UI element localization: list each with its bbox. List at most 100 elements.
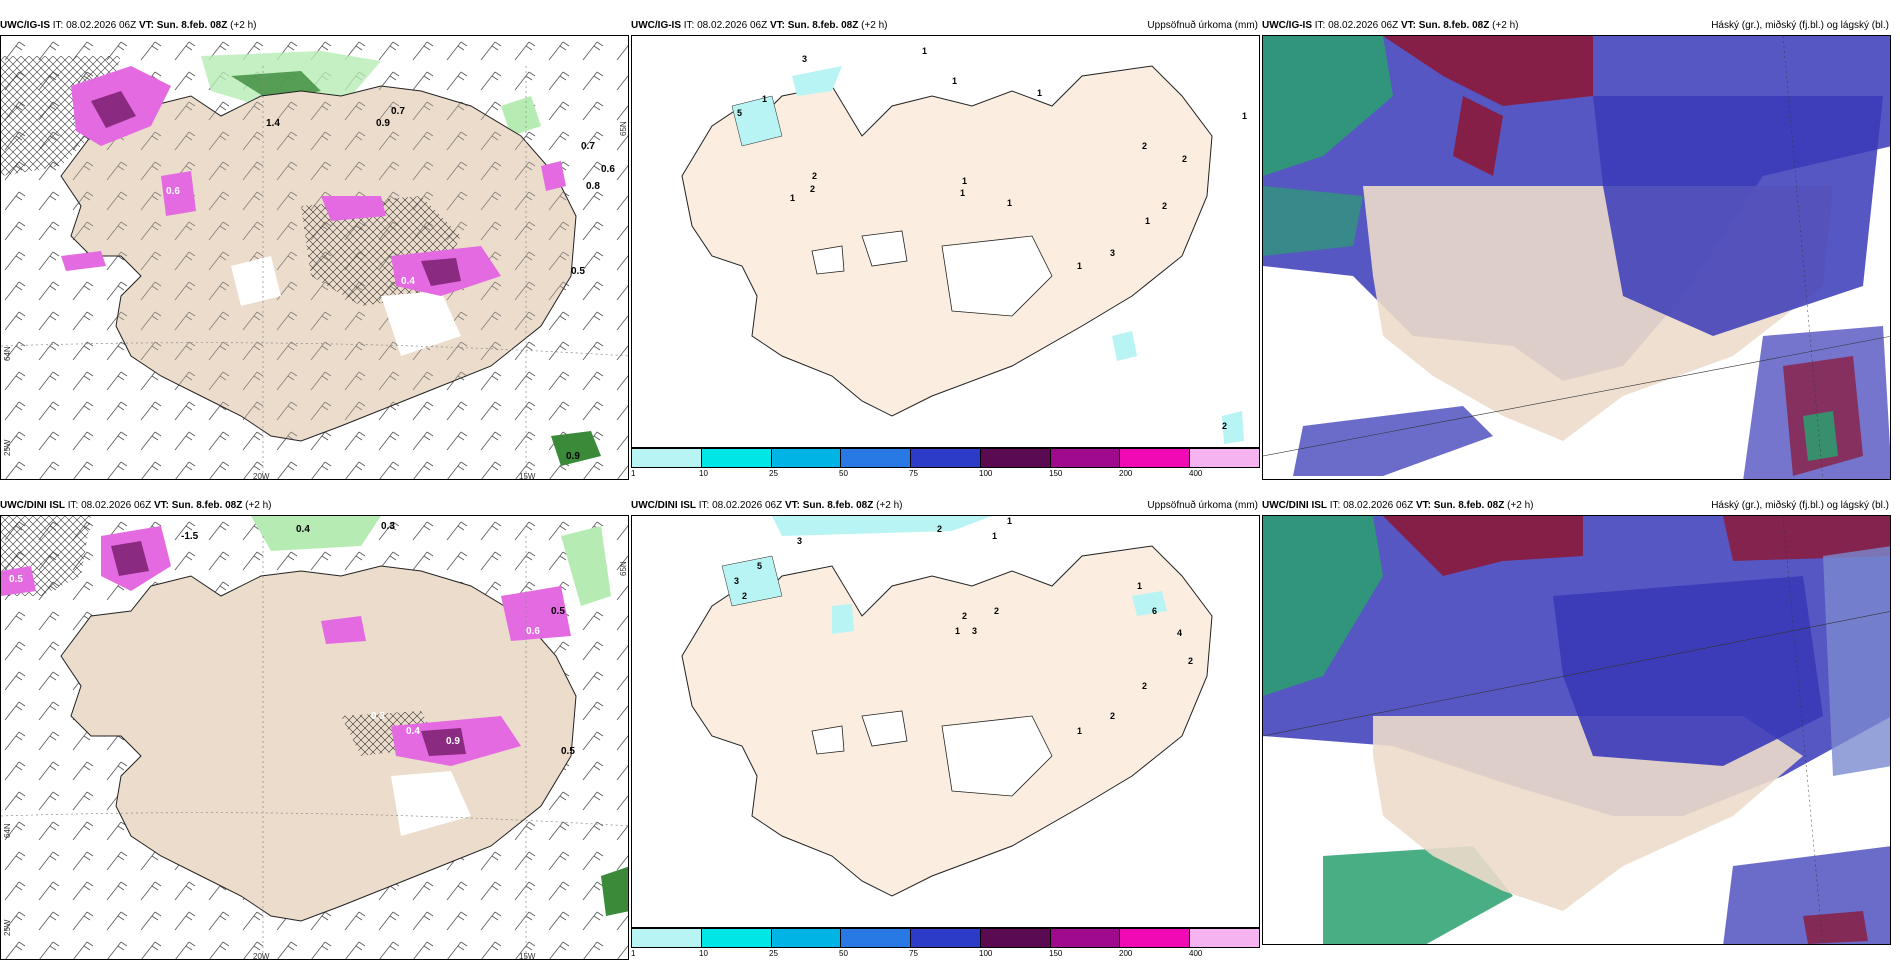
wind-value: -1.5 bbox=[181, 531, 199, 542]
precip-value: 5 bbox=[737, 108, 743, 118]
panel-precip-top: UWC/IG-IS IT: 08.02.2026 06Z VT: Sun. 8.… bbox=[631, 15, 1260, 478]
colorbar-tick: 10 bbox=[699, 949, 708, 958]
precip-value: 1 bbox=[1077, 726, 1083, 736]
precip-value: 2 bbox=[962, 611, 968, 621]
precip-value: 1 bbox=[790, 193, 796, 203]
map-clouds-top bbox=[1262, 35, 1891, 480]
wind-value: 0.6 bbox=[166, 186, 180, 197]
precip-value: 4 bbox=[1177, 628, 1183, 638]
precip-value: 2 bbox=[742, 591, 748, 601]
lat-label-65n: 65N bbox=[619, 121, 628, 136]
wind-value: 0.7 bbox=[581, 141, 595, 152]
wind-value: 0.9 bbox=[376, 118, 390, 129]
colorbar-ticks: 1 10 25 50 75 100 150 200 400 bbox=[631, 949, 1260, 961]
precip-value: 5 bbox=[757, 561, 763, 571]
colorbar-tick: 200 bbox=[1119, 949, 1133, 958]
colorbar-swatch bbox=[632, 929, 702, 947]
precip-value: 1 bbox=[1137, 581, 1143, 591]
precip-value: 2 bbox=[1188, 656, 1194, 666]
precip-value: 2 bbox=[812, 171, 818, 181]
colorbar-swatch bbox=[1050, 449, 1121, 467]
precip-value: 1 bbox=[955, 626, 961, 636]
panel-field-title: Uppsöfnuð úrkoma (mm) bbox=[1147, 20, 1258, 31]
precip-value: 2 bbox=[937, 524, 943, 534]
colorbar-tick: 150 bbox=[1049, 469, 1063, 478]
colorbar-swatch bbox=[911, 449, 981, 467]
colorbar-tick: 100 bbox=[979, 949, 993, 958]
colorbar-tick: 100 bbox=[979, 469, 993, 478]
precip-value: 3 bbox=[802, 54, 808, 64]
panel-clouds-bottom: UWC/DINI ISL IT: 08.02.2026 06Z VT: Sun.… bbox=[1262, 495, 1891, 945]
colorbar-tick: 10 bbox=[699, 469, 708, 478]
precip-value: 6 bbox=[1152, 606, 1158, 616]
colorbar-tick: 75 bbox=[909, 469, 918, 478]
wind-map-svg bbox=[1, 516, 628, 959]
wind-value: 0.5 bbox=[9, 574, 23, 585]
colorbar-ticks: 1 10 25 50 75 100 150 200 400 bbox=[631, 469, 1260, 481]
wind-value: 0.3 bbox=[371, 711, 385, 722]
colorbar bbox=[631, 928, 1260, 948]
colorbar-swatch bbox=[841, 449, 912, 467]
precip-value: 2 bbox=[810, 184, 816, 194]
wind-value: 0.9 bbox=[446, 736, 460, 747]
colorbar-swatch bbox=[1050, 929, 1121, 947]
colorbar-swatch bbox=[701, 929, 772, 947]
precip-value: 3 bbox=[1110, 248, 1116, 258]
panel-title: UWC/IG-IS IT: 08.02.2026 06Z VT: Sun. 8.… bbox=[1262, 20, 1519, 31]
precip-value: 1 bbox=[922, 46, 928, 56]
precip-value: 1 bbox=[992, 531, 998, 541]
wind-value: 0.5 bbox=[551, 606, 565, 617]
cloud-map-svg bbox=[1263, 36, 1890, 479]
lon-label-20w: 20W bbox=[253, 472, 270, 480]
precip-value: 1 bbox=[1007, 516, 1013, 526]
colorbar-swatch bbox=[771, 449, 842, 467]
panel-wind-bottom: UWC/DINI ISL IT: 08.02.2026 06Z VT: Sun.… bbox=[0, 495, 629, 960]
lon-label-20w: 20W bbox=[253, 952, 270, 960]
lon-label-15w: 15W bbox=[519, 952, 536, 960]
map-wind-bottom: 0.5 -1.5 0.3 0.4 0.5 0.4 0.9 0.6 0.3 0.5… bbox=[0, 515, 629, 960]
precip-value: 3 bbox=[972, 626, 978, 636]
colorbar-swatch bbox=[911, 929, 981, 947]
precip-value: 1 bbox=[762, 94, 768, 104]
colorbar-swatch bbox=[1190, 929, 1260, 947]
precip-value: 1 bbox=[1007, 198, 1013, 208]
colorbar-swatch bbox=[980, 449, 1051, 467]
panel-field-title: Háský (gr.), miðský (fj.bl.) og lágský (… bbox=[1711, 500, 1889, 511]
precip-value: 2 bbox=[1222, 421, 1228, 431]
precip-value: 2 bbox=[994, 606, 1000, 616]
colorbar-swatch bbox=[1190, 449, 1260, 467]
wind-value: 0.6 bbox=[601, 164, 615, 175]
wind-value: 0.5 bbox=[571, 266, 585, 277]
colorbar-tick: 400 bbox=[1189, 949, 1203, 958]
colorbar-swatch bbox=[701, 449, 772, 467]
colorbar-swatch bbox=[632, 449, 702, 467]
map-wind-top: 0.7 0.6 0.8 0.5 0.9 0.6 0.7 0.9 0.4 1.4 … bbox=[0, 35, 629, 480]
precip-value: 2 bbox=[1142, 681, 1148, 691]
map-precip-top: 3 1 1 1 5 1 2 2 1 1 1 1 2 2 2 1 3 1 1 2 bbox=[631, 35, 1260, 448]
precip-value: 1 bbox=[1077, 261, 1083, 271]
colorbar-swatch bbox=[1120, 449, 1191, 467]
precip-value: 1 bbox=[952, 76, 958, 86]
colorbar bbox=[631, 448, 1260, 468]
colorbar-tick: 200 bbox=[1119, 469, 1133, 478]
precip-value: 1 bbox=[960, 188, 966, 198]
panel-field-title: Uppsöfnuð úrkoma (mm) bbox=[1147, 500, 1258, 511]
wind-value: 0.4 bbox=[406, 726, 420, 737]
lat-label-64n: 64N bbox=[3, 823, 12, 838]
wind-value: 0.8 bbox=[586, 181, 600, 192]
colorbar-tick: 50 bbox=[839, 469, 848, 478]
colorbar-swatch bbox=[1120, 929, 1191, 947]
colorbar-tick: 1 bbox=[631, 949, 636, 958]
panel-clouds-top: UWC/IG-IS IT: 08.02.2026 06Z VT: Sun. 8.… bbox=[1262, 15, 1891, 480]
lon-label-25w: 25W bbox=[3, 439, 12, 456]
wind-value: 0.6 bbox=[526, 626, 540, 637]
precip-value: 1 bbox=[1242, 111, 1248, 121]
precip-value: 1 bbox=[962, 176, 968, 186]
colorbar-tick: 75 bbox=[909, 949, 918, 958]
lat-label-65n: 65N bbox=[619, 561, 628, 576]
panel-field-title: Háský (gr.), miðský (fj.bl.) og lágský (… bbox=[1711, 20, 1889, 31]
wind-value: 0.9 bbox=[566, 451, 580, 462]
wind-map-svg bbox=[1, 36, 628, 479]
precip-value: 2 bbox=[1182, 154, 1188, 164]
precip-map-svg bbox=[681, 516, 1213, 897]
